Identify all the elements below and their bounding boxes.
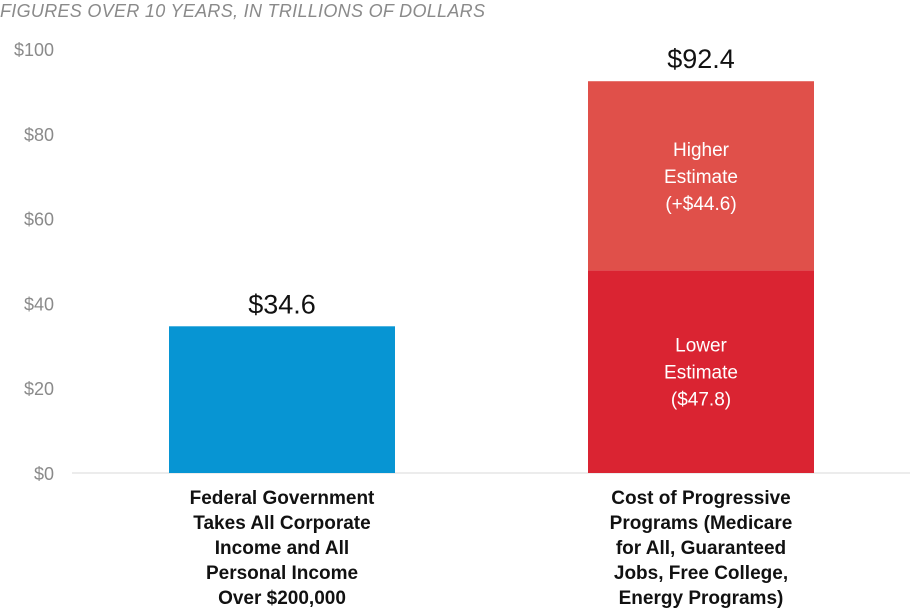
- category-label: Programs (Medicare: [610, 513, 793, 534]
- y-tick-label: $100: [14, 40, 54, 60]
- y-tick-label: $40: [24, 294, 54, 314]
- segment-label: Higher: [673, 140, 730, 161]
- category-label: Energy Programs): [619, 588, 784, 608]
- bars: $34.6 Lower Estimate ($47.8) Higher Estimate (…: [169, 44, 814, 473]
- bar-value-label: $34.6: [248, 289, 316, 319]
- y-tick-label: $80: [24, 125, 54, 145]
- category-label: for All, Guaranteed: [616, 538, 786, 559]
- y-tick-label: $20: [24, 379, 54, 399]
- category-label: Income and All: [215, 538, 349, 559]
- bar-segment: [588, 270, 814, 473]
- category-labels: Federal Government Takes All Corporate Inc…: [190, 488, 793, 608]
- category-label: Cost of Progressive: [611, 488, 791, 509]
- chart-subtitle: FIGURES OVER 10 YEARS, IN TRILLIONS OF D…: [0, 1, 485, 21]
- y-tick-label: $60: [24, 210, 54, 230]
- bar-segment: [588, 81, 814, 271]
- y-axis: $0 $20 $40 $60 $80 $100: [14, 40, 54, 484]
- category-label: Takes All Corporate: [193, 513, 370, 534]
- category-label: Jobs, Free College,: [614, 563, 788, 584]
- segment-label: (+$44.6): [665, 194, 736, 215]
- bar-segment: [169, 326, 395, 473]
- category-label: Federal Government: [190, 488, 375, 509]
- segment-label: Lower: [675, 336, 727, 357]
- category-label: Personal Income: [206, 563, 358, 584]
- segment-label: Estimate: [664, 363, 738, 384]
- segment-label: Estimate: [664, 167, 738, 188]
- category-label: Over $200,000: [218, 588, 346, 608]
- y-tick-label: $0: [34, 464, 54, 484]
- bar-value-label: $92.4: [667, 44, 735, 74]
- segment-label: ($47.8): [671, 390, 731, 411]
